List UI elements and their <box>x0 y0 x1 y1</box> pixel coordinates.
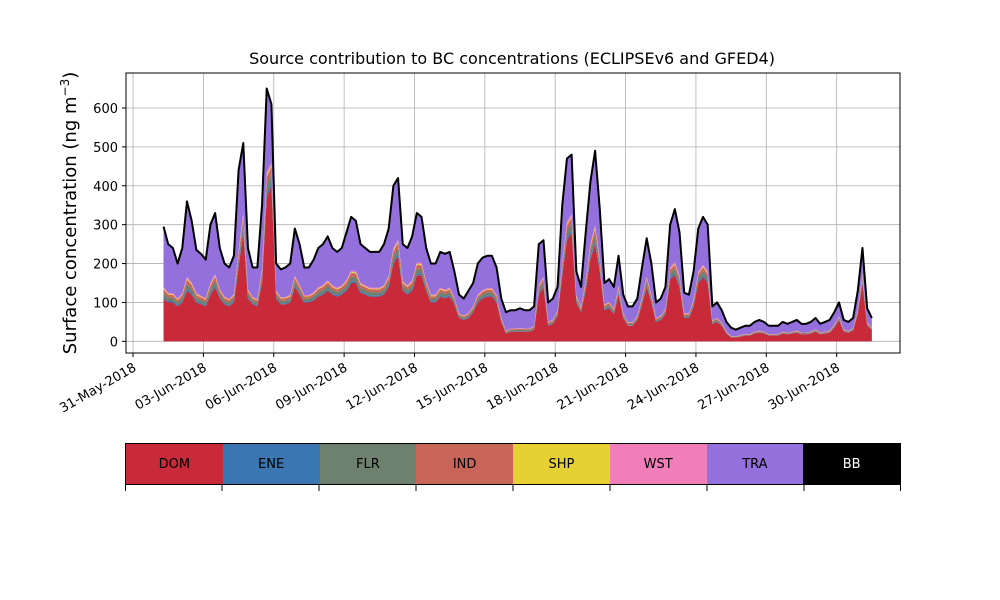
total-line <box>162 87 873 331</box>
y-tick-label: 300 <box>93 219 118 234</box>
legend-ticks <box>125 485 901 491</box>
x-tick-label: 30-Jun-2018 <box>766 360 843 413</box>
x-tick-label: 12-Jun-2018 <box>344 360 421 413</box>
legend-bb: BB <box>803 444 900 484</box>
area-tra <box>163 88 872 337</box>
legend-shp: SHP <box>513 444 610 484</box>
plot-frame <box>125 72 901 354</box>
y-tick-label: 400 <box>93 180 118 195</box>
legend-flr: FLR <box>319 444 417 484</box>
line-total <box>162 87 873 331</box>
x-tick-label: 31-May-2018 <box>57 360 139 416</box>
y-tick-label: 600 <box>93 102 118 117</box>
color-legend: DOM ENE FLR IND SHP WST TRA BB <box>125 443 901 485</box>
y-tick-label: 500 <box>93 141 118 156</box>
y-tick-label: 100 <box>93 296 118 311</box>
stacked-areas <box>163 88 872 342</box>
y-axis-label: Surface concentration (ng m−3) <box>58 72 81 355</box>
y-tick-label: 0 <box>110 335 118 350</box>
legend-ind: IND <box>416 444 513 484</box>
x-axis: 31-May-201803-Jun-201806-Jun-201809-Jun-… <box>57 353 843 416</box>
area-wst <box>163 162 872 337</box>
x-tick-label: 15-Jun-2018 <box>414 360 491 413</box>
x-tick-label: 09-Jun-2018 <box>273 360 350 413</box>
y-axis: 0 100 200 300 400 500 600 <box>93 102 126 350</box>
x-tick-label: 21-Jun-2018 <box>555 360 632 413</box>
area-shp <box>163 164 872 337</box>
x-tick-label: 27-Jun-2018 <box>695 360 772 413</box>
x-tick-label: 18-Jun-2018 <box>484 360 561 413</box>
area-ind <box>163 166 872 337</box>
x-tick-label: 03-Jun-2018 <box>133 360 210 413</box>
x-tick-label: 24-Jun-2018 <box>625 360 702 413</box>
legend-dom: DOM <box>126 444 223 484</box>
chart-title: Source contribution to BC concentrations… <box>249 49 775 68</box>
legend-wst: WST <box>609 444 707 484</box>
legend-tra: TRA <box>706 444 804 484</box>
legend-ene: ENE <box>222 444 320 484</box>
area-dom <box>163 185 872 342</box>
y-tick-label: 200 <box>93 258 118 273</box>
x-tick-label: 06-Jun-2018 <box>203 360 280 413</box>
